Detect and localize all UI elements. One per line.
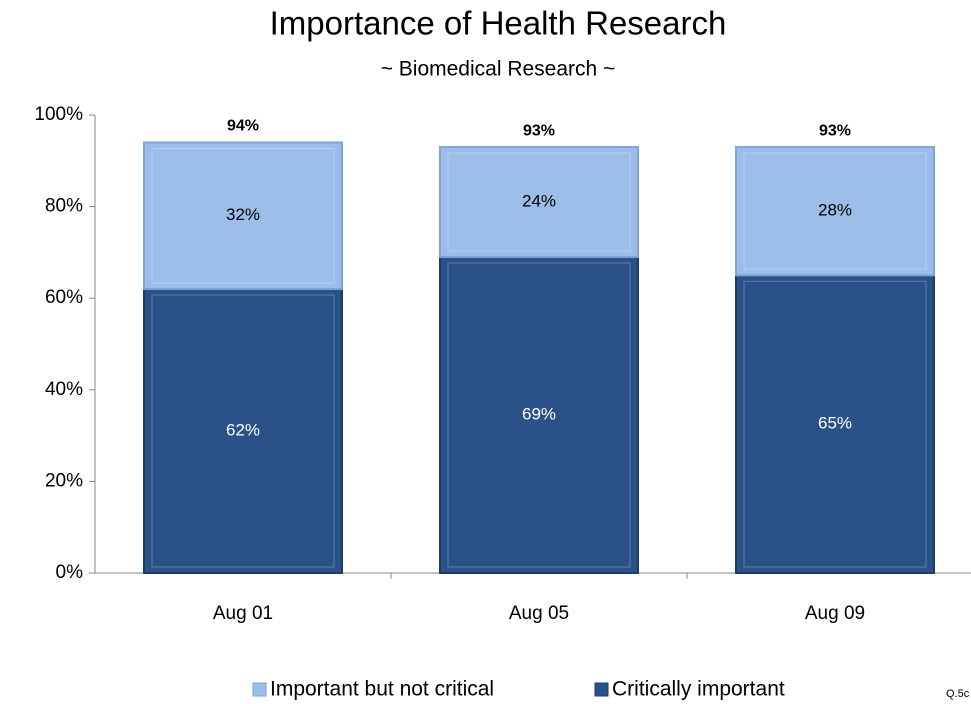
chart-subtitle: ~ Biomedical Research ~ [381, 58, 616, 81]
y-tick-label: 100% [34, 104, 83, 125]
total-label: 94% [227, 118, 259, 135]
value-label: 24% [522, 192, 556, 211]
bar-segment [439, 255, 639, 574]
y-tick-label: 80% [45, 196, 83, 217]
total-label: 93% [523, 122, 555, 139]
bar-bevel [447, 152, 631, 252]
y-tick-label: 20% [45, 470, 83, 491]
y-tick-label: 60% [45, 287, 83, 308]
x-tick-label: Aug 01 [213, 603, 273, 624]
value-label: 65% [818, 414, 852, 433]
footnote: Q.5c [946, 688, 970, 700]
legend-swatch [252, 682, 267, 697]
bar-bevel [743, 280, 927, 568]
bar-bevel [743, 152, 927, 270]
x-tick-label: Aug 09 [805, 603, 865, 624]
value-label: 62% [226, 421, 260, 440]
x-tick-label: Aug 05 [509, 603, 569, 624]
legend-label: Important but not critical [270, 678, 494, 701]
legend-swatch [594, 682, 609, 697]
y-tick-label: 0% [56, 562, 84, 583]
bar-segment [143, 141, 343, 291]
chart-title: Importance of Health Research [270, 5, 727, 42]
value-label: 69% [522, 404, 556, 423]
value-label: 28% [818, 201, 852, 220]
bar-segment [735, 146, 935, 277]
bar-segment [439, 146, 639, 258]
bar-bevel [151, 147, 335, 284]
bar-bevel [447, 262, 631, 568]
bar-segment [735, 274, 935, 574]
total-label: 93% [819, 122, 851, 139]
value-label: 32% [226, 205, 260, 224]
bar-bevel [151, 294, 335, 568]
y-tick-label: 40% [45, 379, 83, 400]
legend-label: Critically important [612, 678, 785, 701]
bar-segment [143, 288, 343, 574]
